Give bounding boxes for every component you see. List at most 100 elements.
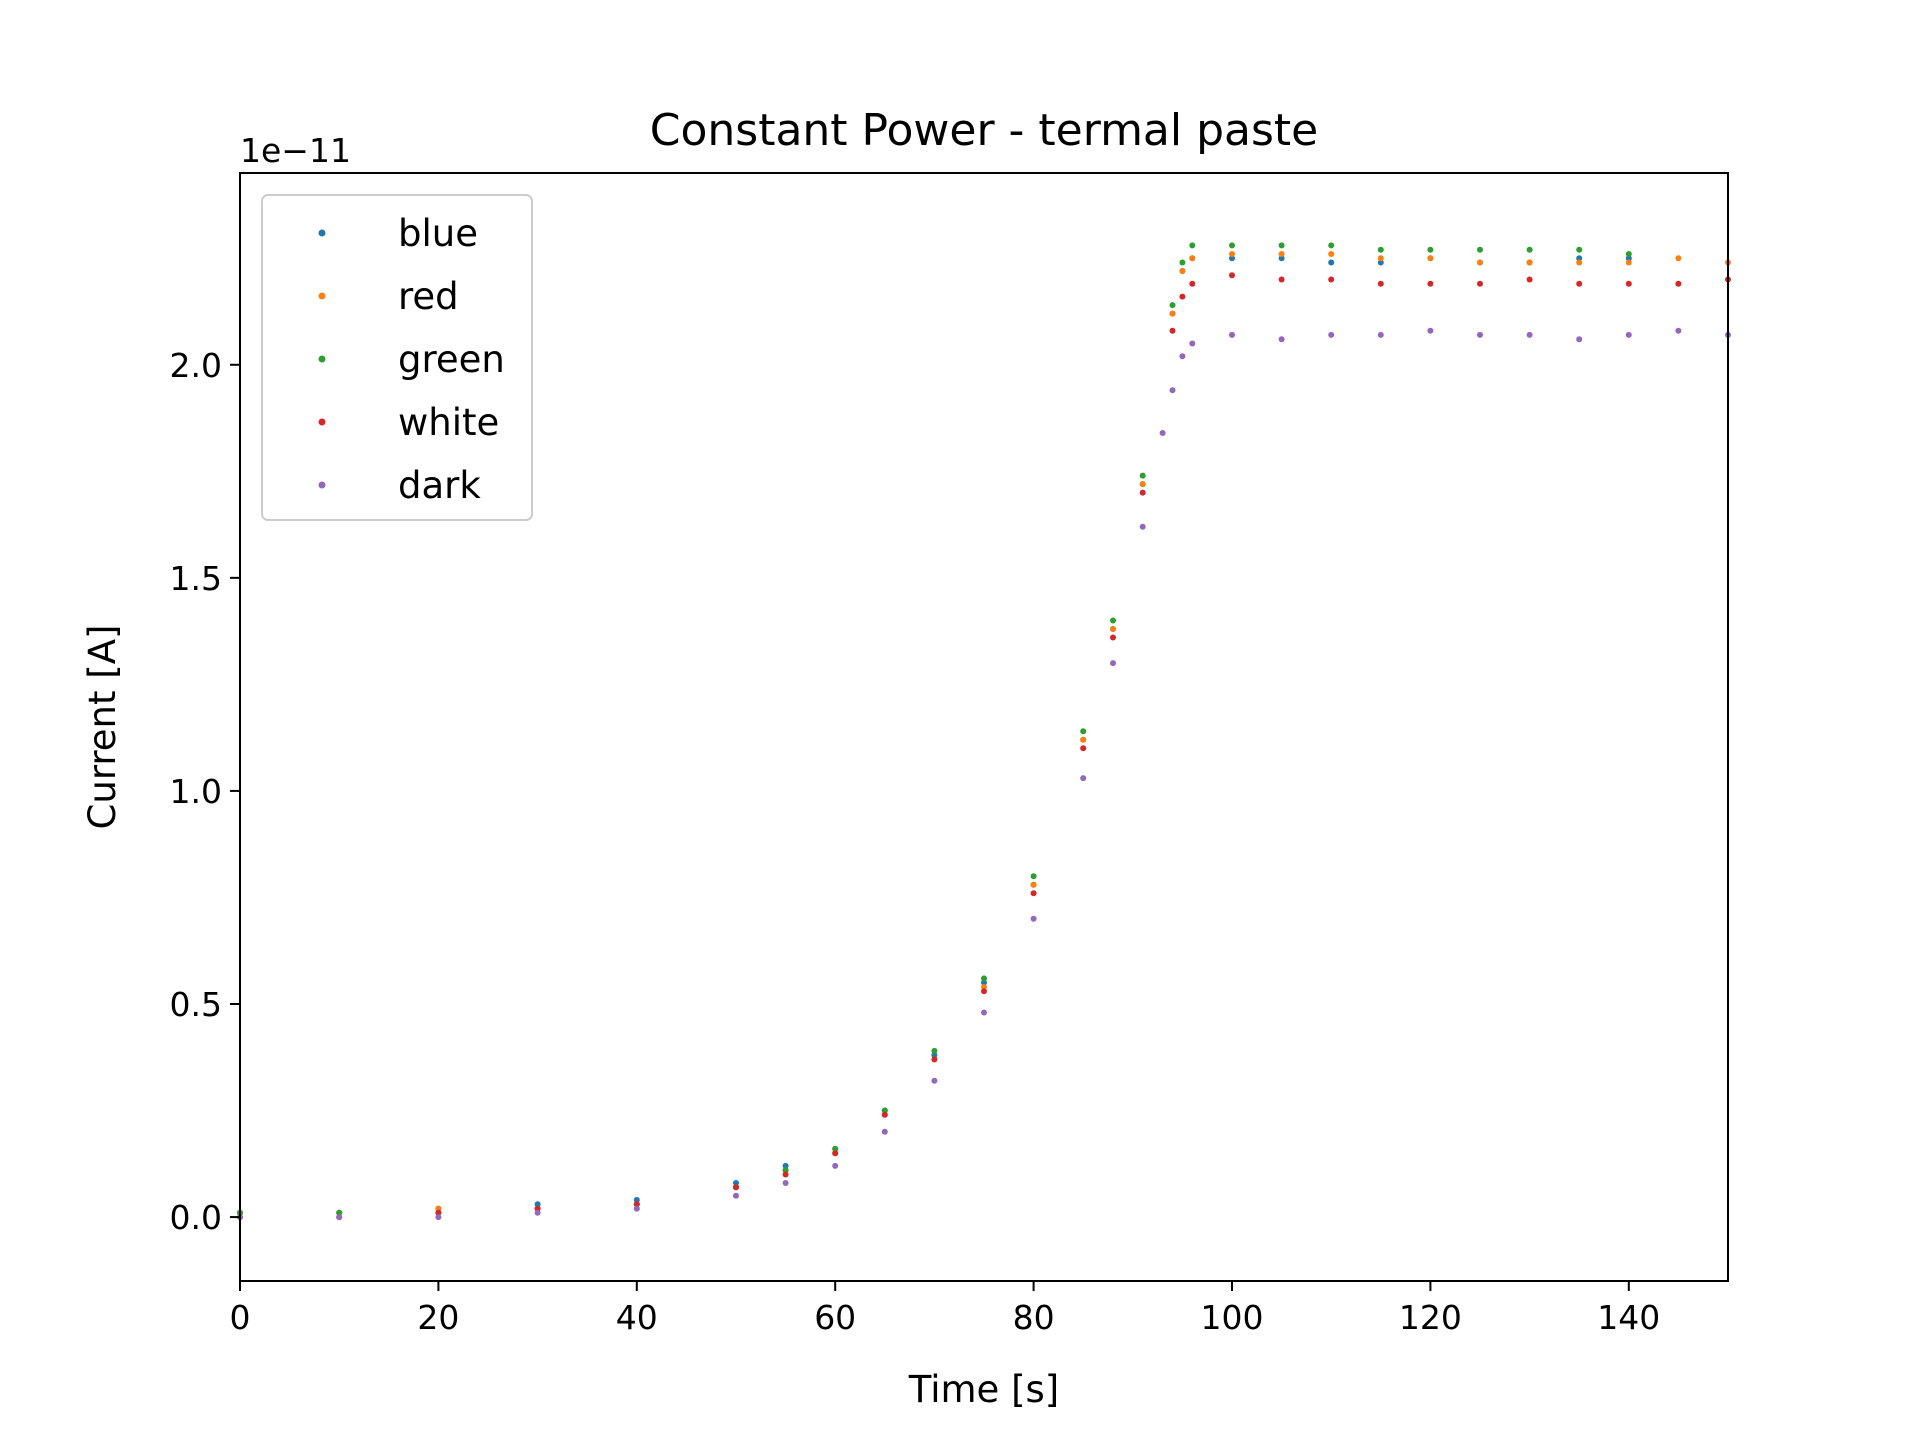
data-point bbox=[981, 1009, 987, 1016]
data-point bbox=[1625, 255, 1632, 262]
data-point bbox=[1576, 246, 1583, 253]
data-point bbox=[1328, 259, 1335, 266]
data-point bbox=[1139, 523, 1146, 530]
data-point bbox=[1169, 327, 1176, 334]
data-point bbox=[1576, 255, 1583, 262]
data-point bbox=[881, 1107, 888, 1114]
data-point bbox=[633, 1197, 640, 1203]
data-point bbox=[1377, 246, 1384, 253]
data-point bbox=[1427, 327, 1434, 334]
data-point bbox=[1179, 353, 1186, 360]
legend-label: dark bbox=[398, 464, 481, 507]
data-point bbox=[1427, 255, 1434, 262]
data-point bbox=[534, 1209, 541, 1216]
legend-marker bbox=[318, 292, 326, 300]
x-axis: 0 20 40 60 80 100 120 140 bbox=[230, 1281, 1660, 1337]
chart-title: Constant Power - termal paste bbox=[650, 105, 1319, 156]
data-point bbox=[981, 975, 987, 982]
data-point bbox=[1080, 745, 1087, 752]
legend: blue red green white dark bbox=[261, 194, 533, 521]
data-point bbox=[1675, 280, 1682, 287]
plot-frame bbox=[239, 172, 1729, 1282]
data-point bbox=[1139, 472, 1146, 479]
data-point bbox=[633, 1201, 640, 1208]
data-point bbox=[1080, 775, 1087, 782]
data-point bbox=[1576, 336, 1583, 343]
x-tick-label: 120 bbox=[1399, 1298, 1462, 1337]
legend-marker bbox=[318, 418, 326, 426]
data-point bbox=[1159, 430, 1166, 436]
data-point bbox=[336, 1214, 343, 1221]
data-point bbox=[1625, 331, 1632, 338]
data-point bbox=[1189, 280, 1196, 287]
data-point bbox=[1169, 310, 1176, 317]
data-point bbox=[1139, 481, 1146, 488]
data-point bbox=[1576, 280, 1583, 287]
x-tick-label: 140 bbox=[1597, 1298, 1660, 1337]
x-tick-label: 0 bbox=[230, 1298, 251, 1337]
data-point bbox=[1110, 634, 1116, 641]
y-offset-label: 1e−11 bbox=[240, 131, 351, 170]
data-point bbox=[1675, 255, 1682, 262]
data-point bbox=[1477, 331, 1483, 338]
data-point bbox=[1278, 276, 1285, 283]
data-point bbox=[1477, 280, 1483, 287]
data-point bbox=[1576, 259, 1583, 266]
data-point bbox=[633, 1205, 640, 1212]
data-point bbox=[1110, 660, 1116, 667]
data-point bbox=[1229, 242, 1235, 249]
data-point bbox=[881, 1128, 888, 1135]
y-tick-label: 2.0 bbox=[170, 346, 222, 385]
data-point bbox=[782, 1171, 789, 1178]
legend-label: red bbox=[398, 275, 459, 318]
data-point bbox=[534, 1201, 541, 1208]
data-point bbox=[1169, 387, 1176, 394]
data-point bbox=[1526, 276, 1533, 283]
data-point bbox=[1526, 331, 1533, 338]
data-point bbox=[435, 1214, 442, 1221]
data-point bbox=[1110, 617, 1116, 624]
data-point bbox=[534, 1205, 541, 1212]
data-point bbox=[1427, 280, 1434, 287]
data-point bbox=[1229, 272, 1235, 279]
data-point bbox=[931, 1052, 938, 1059]
data-point bbox=[1526, 246, 1533, 253]
x-tick-label: 80 bbox=[1013, 1298, 1055, 1337]
data-point bbox=[1080, 736, 1087, 743]
data-point bbox=[1278, 251, 1285, 257]
data-point bbox=[1328, 251, 1335, 257]
data-point bbox=[832, 1145, 839, 1152]
data-point bbox=[1030, 890, 1037, 897]
y-axis-label: Current [A] bbox=[81, 625, 124, 830]
data-point bbox=[881, 1111, 888, 1118]
data-point bbox=[1229, 251, 1235, 257]
data-point bbox=[1189, 340, 1196, 347]
data-point bbox=[931, 1077, 938, 1084]
legend-label: green bbox=[398, 338, 505, 381]
data-point bbox=[782, 1167, 789, 1174]
data-point bbox=[1030, 915, 1037, 922]
y-tick-label: 1.5 bbox=[170, 559, 222, 598]
data-point bbox=[1030, 873, 1037, 880]
data-point bbox=[1625, 259, 1632, 266]
data-point bbox=[435, 1205, 442, 1212]
data-point bbox=[832, 1150, 839, 1157]
series-dark bbox=[237, 327, 1731, 1221]
data-point bbox=[733, 1184, 739, 1191]
data-point bbox=[336, 1209, 343, 1216]
data-point bbox=[1030, 881, 1037, 888]
x-tick-label: 60 bbox=[814, 1298, 856, 1337]
data-point bbox=[1377, 259, 1384, 266]
data-point bbox=[1189, 255, 1196, 262]
data-point bbox=[1179, 268, 1186, 274]
y-tick-label: 1.0 bbox=[170, 772, 222, 811]
data-point bbox=[733, 1180, 739, 1186]
legend-marker bbox=[318, 355, 326, 363]
data-point bbox=[1179, 293, 1186, 300]
data-point bbox=[1110, 626, 1116, 632]
data-point bbox=[931, 1047, 938, 1054]
data-point bbox=[1377, 280, 1384, 287]
y-tick-label: 0.5 bbox=[170, 985, 222, 1024]
legend-label: white bbox=[398, 401, 499, 444]
